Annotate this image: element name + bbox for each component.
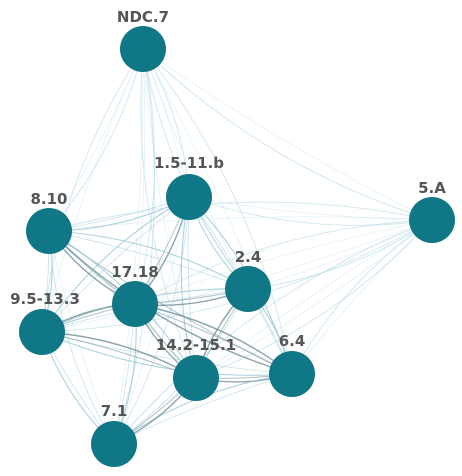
node-label-14-2-15-1: 14.2-15.1 <box>156 336 236 354</box>
edge-5-a-14-2-15-1 <box>195 219 433 379</box>
node-label-7-1: 7.1 <box>101 402 128 420</box>
edge-1-5-11-b-7-1 <box>113 196 190 445</box>
edge-8-10-2-4 <box>48 230 249 290</box>
edge-ndc-7-9-5-13-3 <box>41 48 144 333</box>
edge-1-5-11-b-5-a <box>188 196 433 226</box>
edge-ndc-7-1-5-11-b <box>142 48 190 198</box>
edge-8-10-2-4 <box>48 230 249 290</box>
edge-5-a-14-2-15-1 <box>195 219 433 379</box>
edge-5-a-7-1 <box>113 219 433 445</box>
edge-1-5-11-b-9-5-13-3 <box>41 196 190 333</box>
edge-8-10-7-1 <box>48 230 115 445</box>
node-6-4[interactable] <box>269 351 315 397</box>
node-label-5-a: 5.A <box>418 179 446 197</box>
node-8-10[interactable] <box>26 208 72 254</box>
edge-ndc-7-8-10 <box>48 48 144 232</box>
edge-5-a-17-18 <box>134 219 433 305</box>
node-ndc-7[interactable] <box>120 26 166 72</box>
edge-5-a-8-10 <box>48 201 433 232</box>
node-layer <box>19 26 455 467</box>
edge-5-a-2-4 <box>247 219 433 290</box>
node-label-8-10: 8.10 <box>30 190 67 208</box>
node-label-2-4: 2.4 <box>235 248 262 266</box>
edge-8-10-6-4 <box>48 230 293 375</box>
node-label-6-4: 6.4 <box>279 332 306 350</box>
edge-1-5-11-b-9-5-13-3 <box>41 196 190 333</box>
edge-1-5-11-b-5-a <box>188 196 433 221</box>
edge-1-5-11-b-7-1 <box>113 196 190 445</box>
edge-ndc-7-5-a <box>142 48 433 221</box>
edge-5-a-2-4 <box>247 219 433 290</box>
node-label-9-5-13-3: 9.5-13.3 <box>10 290 80 308</box>
label-layer: NDC.7 1.5-11.b 5.A 8.10 2.4 17.18 9.5-13.3 6.4 1… <box>10 8 446 420</box>
edge-5-a-6-4 <box>291 219 433 375</box>
edge-9-5-13-3-6-4 <box>41 331 293 376</box>
edge-5-a-8-10 <box>48 216 433 232</box>
edge-8-10-7-1 <box>48 230 115 445</box>
node-label-17-18: 17.18 <box>111 263 158 281</box>
node-label-ndc-7: NDC.7 <box>117 8 169 26</box>
edge-ndc-7-1-5-11-b <box>142 48 190 198</box>
edge-5-a-17-18 <box>134 219 433 305</box>
edge-ndc-7-9-5-13-3 <box>41 48 144 333</box>
node-17-18[interactable] <box>112 281 158 327</box>
node-9-5-13-3[interactable] <box>19 309 65 355</box>
edge-ndc-7-8-10 <box>48 48 144 232</box>
edge-ndc-7-7-1 <box>113 48 144 445</box>
node-2-4[interactable] <box>225 266 271 312</box>
edge-ndc-7-14-2-15-1 <box>140 48 197 379</box>
edge-ndc-7-5-a <box>142 48 433 221</box>
node-7-1[interactable] <box>91 421 137 467</box>
node-5-a[interactable] <box>409 197 455 243</box>
node-1-5-11-b[interactable] <box>166 174 212 220</box>
node-label-1-5-11-b: 1.5-11.b <box>154 154 224 172</box>
edge-5-a-6-4 <box>291 219 433 375</box>
node-14-2-15-1[interactable] <box>173 355 219 401</box>
edge-layer <box>41 48 433 445</box>
